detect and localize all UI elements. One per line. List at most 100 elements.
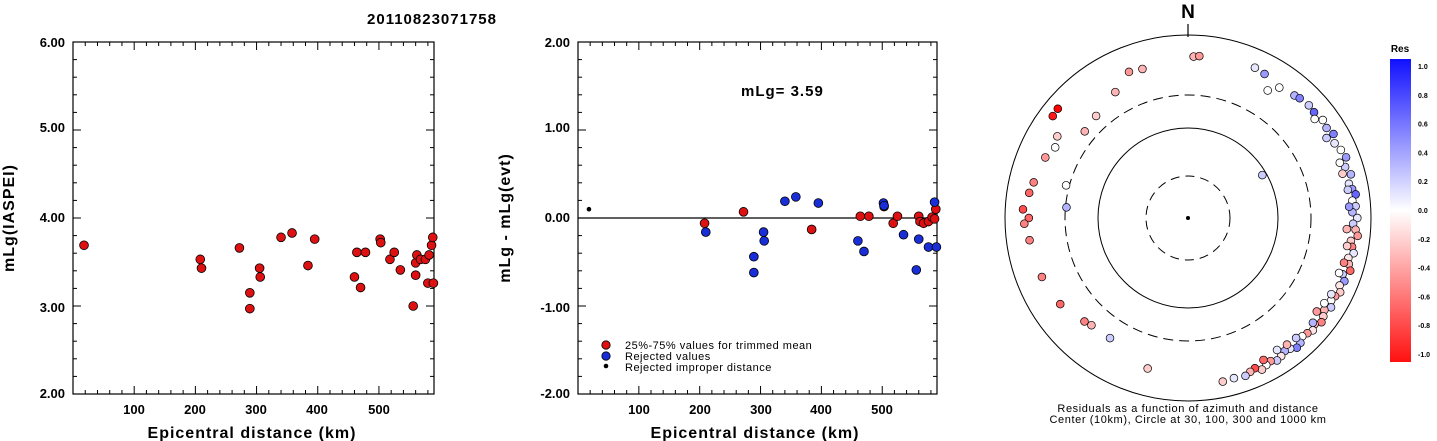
polar-station-marker <box>1087 320 1096 330</box>
plot1-point-trimmed <box>195 254 206 265</box>
legend-label-trimmed: 25%-75% values for trimmed mean <box>625 340 812 352</box>
plot1-point-trimmed <box>255 272 266 282</box>
plot2-point-rejected <box>780 196 790 207</box>
plot2-point-rejected <box>898 229 909 240</box>
plot1-xtick-400: 400 <box>306 402 328 417</box>
polar-caption-line2: Center (10km), Circle at 30, 100, 300 an… <box>1049 414 1326 426</box>
plot2-point-rejected <box>758 227 769 237</box>
polar-station-marker <box>1024 213 1034 223</box>
plot1-ytick-5: 5.00 <box>40 120 65 135</box>
polar-station-marker <box>1105 333 1115 343</box>
polar-station-marker <box>1250 63 1260 72</box>
plot-absolute-magnitude: 100 200 300 400 500 2.00 3.00 4.00 5.00 … <box>1 35 439 441</box>
plot2-point-rejected <box>749 267 759 278</box>
plot2-annotation: mLg= 3.59 <box>741 83 824 100</box>
colorbar-gradient <box>1390 59 1411 362</box>
plot1-ylabel: mLg(IASPEI) <box>1 164 18 272</box>
polar-station-marker <box>1329 129 1338 139</box>
plot2-point-rejected <box>859 246 869 257</box>
plot1-point-trimmed <box>349 272 360 282</box>
plot1-point-trimmed <box>245 303 255 314</box>
plot1-frame <box>72 41 435 395</box>
polar-station-marker <box>1322 133 1331 143</box>
plot2-point-improper <box>586 206 592 212</box>
plot1-point-trimmed <box>395 265 406 275</box>
polar-station-marker <box>1229 373 1239 383</box>
plot2-point-trimmed <box>806 224 817 235</box>
plot1-point-trimmed <box>375 237 386 248</box>
plot2-point-rejected <box>759 236 769 246</box>
colorbar-tick-label: 0.6 <box>1418 122 1428 129</box>
polar-station-marker <box>1053 104 1063 113</box>
plot2-point-rejected <box>700 227 711 237</box>
polar-station-marker <box>1338 169 1347 178</box>
polar-station-marker <box>1336 145 1346 155</box>
plot2-point-trimmed <box>888 218 898 229</box>
plot2-points <box>586 192 942 278</box>
polar-station-marker <box>1260 69 1269 79</box>
colorbar-tick-label: -0.2 <box>1418 237 1430 244</box>
plot1-point-trimmed <box>428 278 439 288</box>
polar-station-marker <box>1344 202 1354 211</box>
polar-station-marker <box>1138 64 1147 74</box>
polar-ring-30km <box>1145 175 1231 261</box>
plot2-point-trimmed <box>699 218 710 229</box>
polar-station-marker <box>1241 371 1250 381</box>
plot1-xlabel: Epicentral distance (km) <box>148 425 357 441</box>
colorbar-title: Res <box>1391 44 1410 55</box>
polar-station-marker <box>1320 298 1329 308</box>
plot1-xtick-500: 500 <box>368 402 390 417</box>
plot2-point-trimmed <box>855 211 866 222</box>
polar-station-marker <box>1061 181 1071 190</box>
plot2-point-rejected <box>931 242 942 252</box>
polar-station-marker <box>1291 333 1301 343</box>
plot2-ytick-0: 0.00 <box>545 210 570 225</box>
polar-station-marker <box>1025 236 1034 245</box>
colorbar-tick-label: -0.6 <box>1418 294 1430 301</box>
plot1-xtick-100: 100 <box>123 402 145 417</box>
polar-station-marker <box>1353 231 1362 241</box>
plot2-ytick-2: 2.00 <box>545 35 570 50</box>
plot1-point-trimmed <box>79 240 89 251</box>
polar-station-marker <box>1346 170 1356 179</box>
polar-station-marker <box>1048 111 1058 121</box>
polar-station-marker <box>1257 365 1267 374</box>
polar-station-marker <box>1349 248 1358 258</box>
plot1-point-trimmed <box>385 254 395 265</box>
polar-station-marker <box>1263 86 1272 95</box>
polar-station-marker <box>1143 364 1152 373</box>
polar-station-marker <box>1080 317 1089 326</box>
plot2-xtick-300: 300 <box>750 402 772 417</box>
polar-station-marker <box>1312 307 1322 316</box>
polar-caption-line1: Residuals as a function of azimuth and d… <box>1057 403 1318 415</box>
plot1-point-trimmed <box>303 260 313 271</box>
plot2-point-rejected <box>813 198 824 208</box>
polar-station-marker <box>1304 101 1314 110</box>
polar-station-marker <box>1327 289 1336 299</box>
plot1-point-trimmed <box>355 282 366 293</box>
plot1-point-trimmed <box>360 247 371 258</box>
polar-north-label: N <box>1181 2 1195 23</box>
plot1-point-trimmed <box>234 243 245 253</box>
polar-station-marker <box>1037 272 1047 282</box>
plot2-ytick-neg1: -1.00 <box>540 300 570 315</box>
polar-center-mark <box>1186 216 1190 220</box>
plot1-point-trimmed <box>254 263 265 273</box>
polar-station-marker <box>1091 111 1101 121</box>
polar-station-marker <box>1024 188 1034 198</box>
colorbar-tick-label: 0.2 <box>1418 179 1428 186</box>
polar-station-marker <box>1335 158 1345 168</box>
colorbar-labels: 1.0 0.8 0.6 0.4 0.2 0.0 -0.2 -0.4 -0.6 -0.8 -1.0 <box>1418 64 1430 359</box>
polar-station-marker <box>1310 114 1319 124</box>
polar-station-marker <box>1062 203 1071 212</box>
legend-marker-improper <box>603 363 609 369</box>
plot2-ytick-neg2: -2.00 <box>540 386 570 401</box>
plot2-point-trimmed <box>929 214 940 224</box>
polar-station-marker <box>1053 132 1062 141</box>
plot1-point-trimmed <box>389 247 400 258</box>
polar-station-marker <box>1295 93 1304 103</box>
polar-station-marker <box>1259 355 1268 365</box>
plot1-point-trimmed <box>309 234 320 244</box>
polar-station-marker <box>1322 123 1331 133</box>
plot1-ytick-2: 2.00 <box>40 386 65 401</box>
